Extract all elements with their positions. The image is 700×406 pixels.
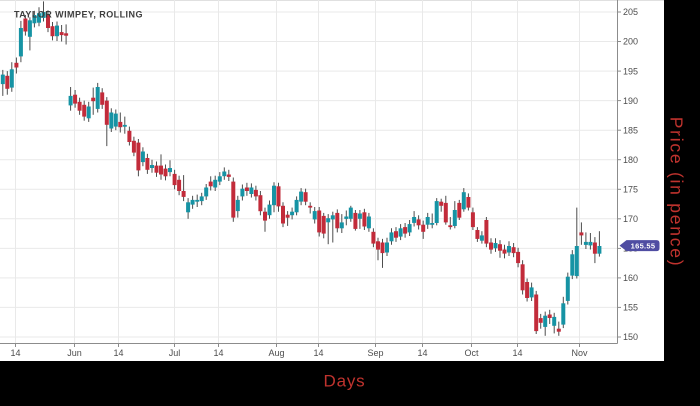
svg-text:Sep: Sep xyxy=(367,348,383,358)
svg-text:14: 14 xyxy=(10,348,20,358)
svg-text:150: 150 xyxy=(623,332,638,342)
svg-text:155: 155 xyxy=(623,303,638,313)
svg-text:14: 14 xyxy=(417,348,427,358)
svg-text:Oct: Oct xyxy=(464,348,479,358)
svg-text:14: 14 xyxy=(512,348,522,358)
svg-text:195: 195 xyxy=(623,66,638,76)
svg-text:14: 14 xyxy=(213,348,223,358)
svg-text:160: 160 xyxy=(623,273,638,283)
svg-text:Days: Days xyxy=(324,372,366,391)
svg-text:170: 170 xyxy=(623,214,638,224)
svg-text:200: 200 xyxy=(623,37,638,47)
svg-text:Price (in pence): Price (in pence) xyxy=(667,117,687,268)
svg-text:185: 185 xyxy=(623,125,638,135)
svg-text:14: 14 xyxy=(113,348,123,358)
svg-text:TAYLOR WIMPEY, ROLLING: TAYLOR WIMPEY, ROLLING xyxy=(14,10,143,20)
svg-text:Jun: Jun xyxy=(67,348,82,358)
svg-text:165.55: 165.55 xyxy=(631,241,656,250)
svg-text:180: 180 xyxy=(623,155,638,165)
svg-text:Aug: Aug xyxy=(268,348,284,358)
svg-text:14: 14 xyxy=(313,348,323,358)
svg-text:205: 205 xyxy=(623,7,638,17)
svg-text:Nov: Nov xyxy=(571,348,588,358)
svg-text:175: 175 xyxy=(623,185,638,195)
svg-text:Jul: Jul xyxy=(169,348,181,358)
svg-text:190: 190 xyxy=(623,96,638,106)
